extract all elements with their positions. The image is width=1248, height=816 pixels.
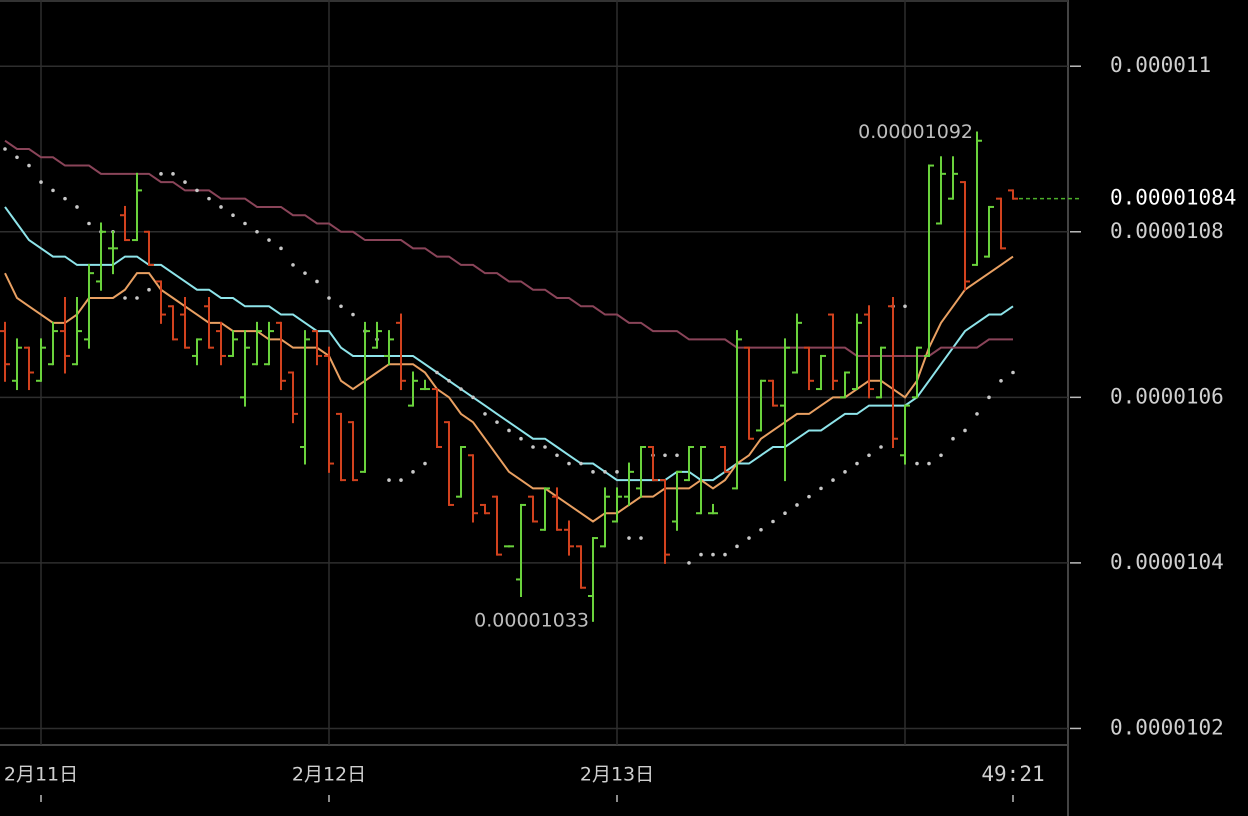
sar-dot xyxy=(123,296,127,300)
sar-dot xyxy=(51,188,55,193)
sar-dot xyxy=(915,461,919,466)
sar-dot xyxy=(663,453,667,458)
sar-dot xyxy=(963,428,967,433)
high-annotation: 0.00001092 xyxy=(858,121,973,143)
sar-dot xyxy=(771,519,775,524)
moving-average-line xyxy=(4,139,1013,357)
sar-dot xyxy=(495,420,499,424)
sar-dot xyxy=(339,304,343,309)
labels: 0.0000102 0.0000104 0.0000106 0.0000108 0.00… xyxy=(4,53,1246,786)
current-price-label: 0.00001084 xyxy=(1110,186,1236,210)
sar-dot xyxy=(39,180,43,184)
plot xyxy=(0,131,1080,622)
sar-dot xyxy=(171,172,175,176)
sar-dot xyxy=(855,461,859,466)
sar-dot xyxy=(903,304,907,309)
sar-dot xyxy=(687,561,691,565)
sar-dot xyxy=(255,229,259,234)
sar-dot xyxy=(759,527,763,532)
sar-dot xyxy=(387,478,391,482)
sar-dot xyxy=(459,387,463,391)
sar-dot xyxy=(351,312,355,317)
sar-dot xyxy=(783,511,787,516)
sar-dot xyxy=(975,412,979,416)
sar-dot xyxy=(807,494,811,499)
sar-dot xyxy=(603,470,607,474)
sar-dot xyxy=(711,552,715,557)
y-tick-label: 0.0000102 xyxy=(1110,715,1224,739)
sar-dot xyxy=(543,445,547,449)
sar-dot xyxy=(315,279,319,284)
sar-dot xyxy=(843,470,847,474)
sar-dot xyxy=(87,221,91,226)
sar-dot xyxy=(147,287,151,292)
sar-dot xyxy=(303,271,307,275)
sar-dot xyxy=(627,536,631,540)
sar-dot xyxy=(615,470,619,474)
sar-dot xyxy=(183,180,187,184)
sar-dot xyxy=(231,213,235,218)
y-tick-label: 0.0000106 xyxy=(1110,384,1224,408)
moving-average-line xyxy=(4,206,1014,482)
sar-dot xyxy=(423,461,427,466)
sar-dot xyxy=(723,552,727,557)
y-tick-label: 0.000011 xyxy=(1110,53,1211,77)
sar-dot xyxy=(927,461,931,466)
sar-dot xyxy=(159,172,163,176)
sar-dot xyxy=(831,478,835,482)
y-tick-label: 0.0000104 xyxy=(1110,550,1224,574)
sar-dot xyxy=(327,296,331,300)
sar-dot xyxy=(399,478,403,482)
sar-dot xyxy=(591,470,595,474)
sar-dot xyxy=(135,296,139,300)
sar-dot xyxy=(435,370,439,375)
sar-dot xyxy=(243,221,247,226)
sar-dot xyxy=(555,453,559,458)
sar-dot xyxy=(579,461,583,466)
x-tick-label: 2月12日 xyxy=(292,764,366,786)
sar-dot xyxy=(195,188,199,193)
sar-dot xyxy=(471,395,475,400)
sar-dot xyxy=(867,453,871,458)
sar-dot xyxy=(747,536,751,540)
sar-dot xyxy=(411,470,415,474)
sar-dot xyxy=(63,196,67,201)
sar-dot xyxy=(675,453,679,458)
current-price-box xyxy=(1100,183,1246,212)
sar-dot xyxy=(207,196,211,201)
sar-dot xyxy=(219,205,223,209)
y-tick-label: 0.0000108 xyxy=(1110,219,1224,243)
sar-dot xyxy=(519,436,523,441)
sar-dot xyxy=(951,436,955,441)
sar-dot xyxy=(267,238,271,242)
sar-dot xyxy=(567,461,571,466)
sar-dot xyxy=(531,445,535,449)
sar-dot xyxy=(639,536,643,540)
countdown: 49:21 xyxy=(981,762,1044,786)
x-tick-label: 2月13日 xyxy=(580,764,654,786)
sar-dot xyxy=(699,552,703,557)
sar-dot xyxy=(27,163,31,168)
sar-dot xyxy=(15,155,19,160)
sar-dot xyxy=(447,378,451,383)
sar-dot xyxy=(291,263,295,267)
sar-dot xyxy=(879,445,883,449)
sar-dot xyxy=(279,246,283,251)
low-annotation: 0.00001033 xyxy=(474,609,589,631)
x-tick-label: 2月11日 xyxy=(4,764,78,786)
sar-dot xyxy=(483,412,487,416)
sar-dot xyxy=(507,428,511,433)
sar-dot xyxy=(735,544,739,549)
sar-dot xyxy=(999,378,1003,383)
sar-dot xyxy=(1011,370,1015,375)
sar-dot xyxy=(819,486,823,491)
sar-dot xyxy=(939,453,943,458)
sar-dot xyxy=(3,147,7,151)
sar-dot xyxy=(75,205,79,209)
sar-dot xyxy=(795,503,799,507)
sar-dot xyxy=(987,395,991,400)
